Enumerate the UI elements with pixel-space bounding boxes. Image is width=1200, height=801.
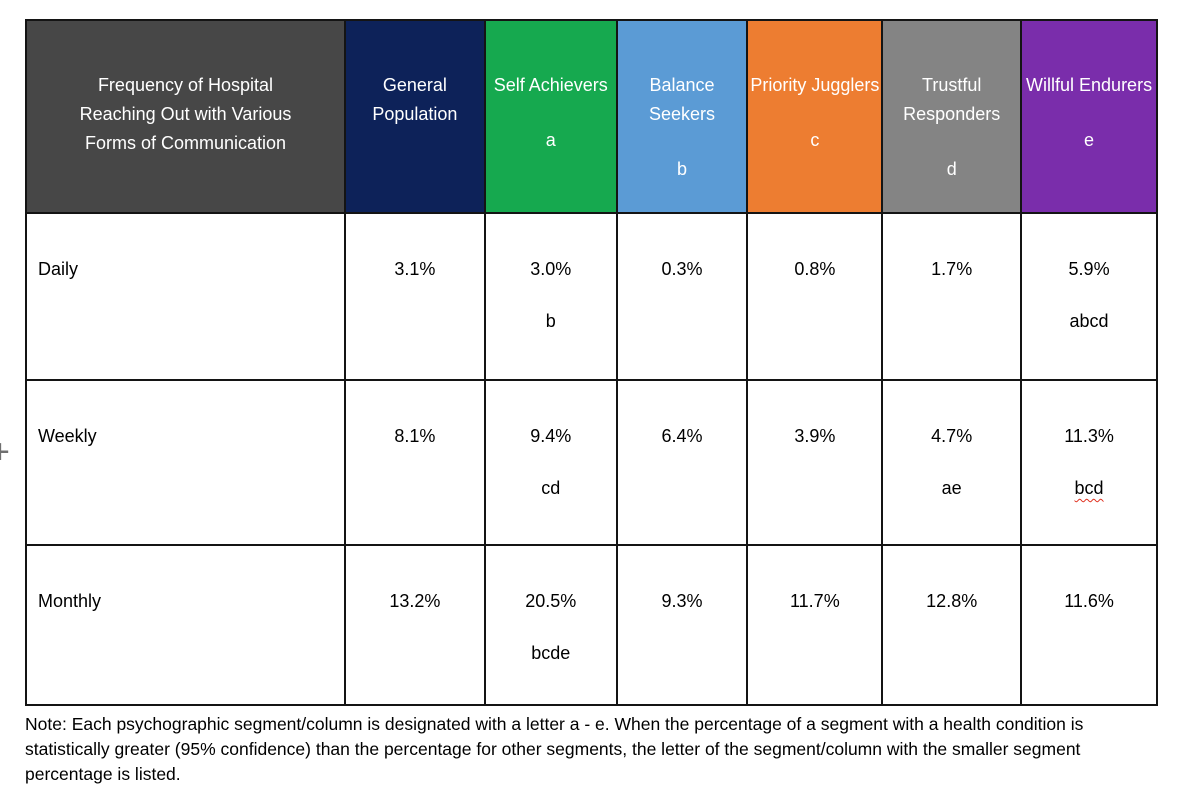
cell-monthly-balance-seekers[interactable]: 9.3% (615, 544, 749, 706)
cell-significance-letters: ae (941, 478, 962, 498)
cell-monthly-willful-endurers[interactable]: 11.6% (1020, 544, 1158, 706)
segments-table: Frequency of Hospital Reaching Out with … (25, 19, 1158, 706)
row-label-daily[interactable]: Daily (25, 212, 346, 381)
cell-significance-letters (347, 643, 483, 664)
cell-significance-letters (619, 478, 746, 499)
column-header-willful-endurers[interactable]: Willful Endurers e (1020, 19, 1158, 214)
column-header-general-population[interactable]: General Population (343, 19, 486, 214)
cell-daily-willful-endurers[interactable]: 5.9% abcd (1020, 212, 1158, 381)
cell-daily-trustful-responders[interactable]: 1.7% (881, 212, 1023, 381)
cell-weekly-balance-seekers[interactable]: 6.4% (615, 379, 749, 546)
table-row-monthly: Monthly 13.2% 20.5% bcde 9.3% 11.7% 12.8… (25, 544, 1158, 706)
cell-monthly-trustful-responders[interactable]: 12.8% (881, 544, 1023, 706)
cell-value: 11.3% (1064, 426, 1114, 446)
cell-significance-letters (749, 311, 880, 332)
cell-significance-letters (884, 311, 1019, 332)
cell-significance-letters: bcd (1074, 478, 1104, 498)
cell-significance-letters (749, 478, 880, 499)
header-row: Frequency of Hospital Reaching Out with … (25, 19, 1158, 214)
cell-significance-letters (347, 311, 483, 332)
cell-monthly-priority-jugglers[interactable]: 11.7% (746, 544, 884, 706)
cell-significance-letters (619, 311, 746, 332)
cell-significance-letters (347, 478, 483, 499)
table-title-cell[interactable]: Frequency of Hospital Reaching Out with … (25, 19, 346, 214)
column-letter: e (1084, 130, 1095, 150)
cell-daily-balance-seekers[interactable]: 0.3% (615, 212, 749, 381)
cell-daily-priority-jugglers[interactable]: 0.8% (746, 212, 884, 381)
column-header-balance-seekers[interactable]: Balance Seekers b (615, 19, 749, 214)
cell-monthly-general-population[interactable]: 13.2% (343, 544, 486, 706)
cell-significance-letters: abcd (1069, 311, 1109, 331)
column-letter: d (946, 159, 957, 179)
cell-significance-letters: bcde (531, 643, 571, 663)
table-row-daily: Daily 3.1% 3.0% b 0.3% 0.8% 1.7% (25, 212, 1158, 381)
table-title: Frequency of Hospital Reaching Out with … (79, 75, 292, 153)
cell-significance-letters: cd (541, 478, 561, 498)
cell-value: 11.7% (790, 591, 840, 611)
column-label: Balance Seekers (649, 75, 716, 124)
cell-value: 9.4% (530, 426, 572, 446)
table-row-weekly: Weekly 8.1% 9.4% cd 6.4% 3.9% 4.7% ae (25, 379, 1158, 546)
cell-weekly-general-population[interactable]: 8.1% (343, 379, 486, 546)
cell-value: 3.9% (794, 426, 836, 446)
column-letter: b (677, 159, 688, 179)
cell-significance-letters: b (545, 311, 556, 331)
cell-value: 8.1% (394, 426, 436, 446)
cell-value: 3.1% (394, 259, 436, 279)
cell-significance-letters (884, 643, 1019, 664)
cell-significance-letters (1023, 643, 1155, 664)
row-label-weekly[interactable]: Weekly (25, 379, 346, 546)
cell-value: 3.0% (530, 259, 572, 279)
cell-weekly-priority-jugglers[interactable]: 3.9% (746, 379, 884, 546)
table-move-handle[interactable]: + (0, 435, 12, 469)
cell-value: 13.2% (389, 591, 441, 611)
column-letter: c (810, 130, 820, 150)
cell-monthly-self-achievers[interactable]: 20.5% bcde (483, 544, 618, 706)
cell-value: 6.4% (661, 426, 703, 446)
cell-value: 0.8% (794, 259, 836, 279)
column-header-self-achievers[interactable]: Self Achievers a (483, 19, 618, 214)
cell-value: 9.3% (661, 591, 703, 611)
column-header-priority-jugglers[interactable]: Priority Jugglers c (746, 19, 884, 214)
column-label: Willful Endurers (1026, 75, 1153, 95)
cell-value: 12.8% (926, 591, 978, 611)
footnote: Note: Each psychographic segment/column … (25, 714, 1084, 784)
cell-weekly-willful-endurers[interactable]: 11.3% bcd (1020, 379, 1158, 546)
cell-value: 5.9% (1068, 259, 1110, 279)
column-label: Trustful Responders (903, 75, 1001, 124)
column-header-trustful-responders[interactable]: Trustful Responders d (881, 19, 1023, 214)
cell-weekly-self-achievers[interactable]: 9.4% cd (483, 379, 618, 546)
column-label: General Population (372, 75, 458, 124)
column-label: Priority Jugglers (750, 75, 880, 95)
cell-significance-letters (619, 643, 746, 664)
column-label: Self Achievers (493, 75, 608, 95)
cell-value: 4.7% (931, 426, 973, 446)
row-label-monthly[interactable]: Monthly (25, 544, 346, 706)
cell-value: 20.5% (525, 591, 577, 611)
cell-significance-letters (749, 643, 880, 664)
cell-daily-general-population[interactable]: 3.1% (343, 212, 486, 381)
cell-weekly-trustful-responders[interactable]: 4.7% ae (881, 379, 1023, 546)
cell-value: 11.6% (1064, 591, 1114, 611)
cell-daily-self-achievers[interactable]: 3.0% b (483, 212, 618, 381)
cell-value: 1.7% (931, 259, 973, 279)
column-letter: a (545, 130, 556, 150)
cell-value: 0.3% (661, 259, 703, 279)
